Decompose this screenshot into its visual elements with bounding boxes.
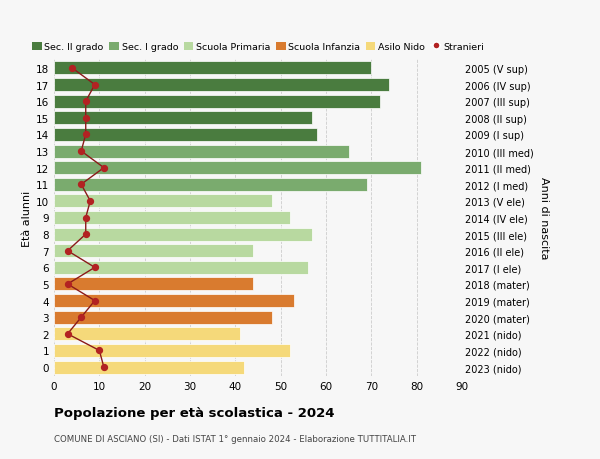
Point [81,98,91,106]
Point [90,297,100,305]
Point [63,330,73,338]
Bar [54,278,253,291]
Point [90,264,100,271]
Point [63,281,73,288]
Point [81,231,91,238]
Bar [54,112,313,125]
Bar [54,62,371,75]
Point [76,181,86,189]
Bar [54,195,272,208]
Bar [54,261,308,274]
Bar [54,328,240,341]
Point [95,347,104,354]
Legend: Sec. II grado, Sec. I grado, Scuola Primaria, Scuola Infanzia, Asilo Nido, Stran: Sec. II grado, Sec. I grado, Scuola Prim… [32,43,484,52]
Bar [54,129,317,141]
Point [99,364,109,371]
Y-axis label: Età alunni: Età alunni [22,190,32,246]
Point [81,214,91,222]
Bar [54,179,367,191]
Point [90,82,100,89]
Point [76,148,86,155]
Bar [54,95,380,108]
Bar [54,245,253,257]
Text: COMUNE DI ASCIANO (SI) - Dati ISTAT 1° gennaio 2024 - Elaborazione TUTTITALIA.IT: COMUNE DI ASCIANO (SI) - Dati ISTAT 1° g… [54,434,416,443]
Point [99,165,109,172]
Bar [54,79,389,92]
Bar [54,295,294,308]
Bar [54,361,244,374]
Y-axis label: Anni di nascita: Anni di nascita [539,177,549,259]
Point [63,247,73,255]
Bar [54,228,313,241]
Bar [54,311,272,324]
Point [76,314,86,321]
Point [67,65,77,73]
Point [81,115,91,122]
Point [85,198,95,205]
Bar [54,212,290,224]
Bar [54,162,421,175]
Text: Popolazione per età scolastica - 2024: Popolazione per età scolastica - 2024 [54,406,335,419]
Point [81,131,91,139]
Bar [54,344,290,357]
Bar [54,145,349,158]
